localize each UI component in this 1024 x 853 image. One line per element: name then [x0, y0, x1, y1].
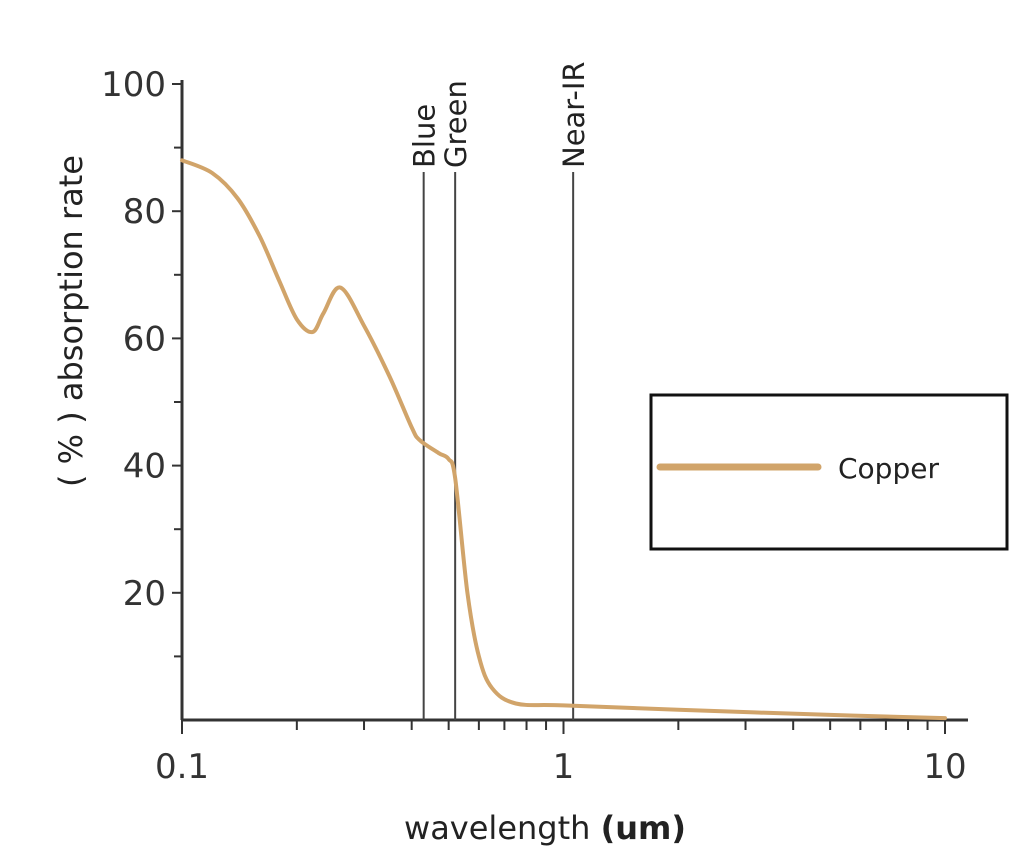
x-tick-label: 0.1 — [155, 747, 209, 787]
y-tick-label: 40 — [123, 447, 166, 487]
marker-label-near-ir: Near-IR — [557, 61, 591, 168]
x-axis-title-unit: (um) — [601, 809, 686, 847]
marker-label-green: Green — [439, 80, 473, 168]
y-tick-label: 20 — [123, 574, 166, 614]
legend-label-copper: Copper — [838, 452, 939, 485]
x-axis-title: wavelength (um) — [404, 809, 686, 847]
legend-box — [649, 393, 1009, 551]
x-tick-label: 1 — [553, 747, 575, 787]
marker-label-blue: Blue — [408, 104, 442, 168]
y-axis-title: ( % ) absorption rate — [52, 155, 90, 487]
series-line-copper — [180, 158, 947, 721]
legend: Copper — [649, 393, 1009, 551]
y-tick-label: 100 — [101, 65, 166, 105]
y-tick-label: 80 — [123, 192, 166, 232]
y-tick-label: 60 — [123, 319, 166, 359]
x-tick-label: 10 — [923, 747, 966, 787]
x-axis-title-text: wavelength — [404, 809, 601, 847]
